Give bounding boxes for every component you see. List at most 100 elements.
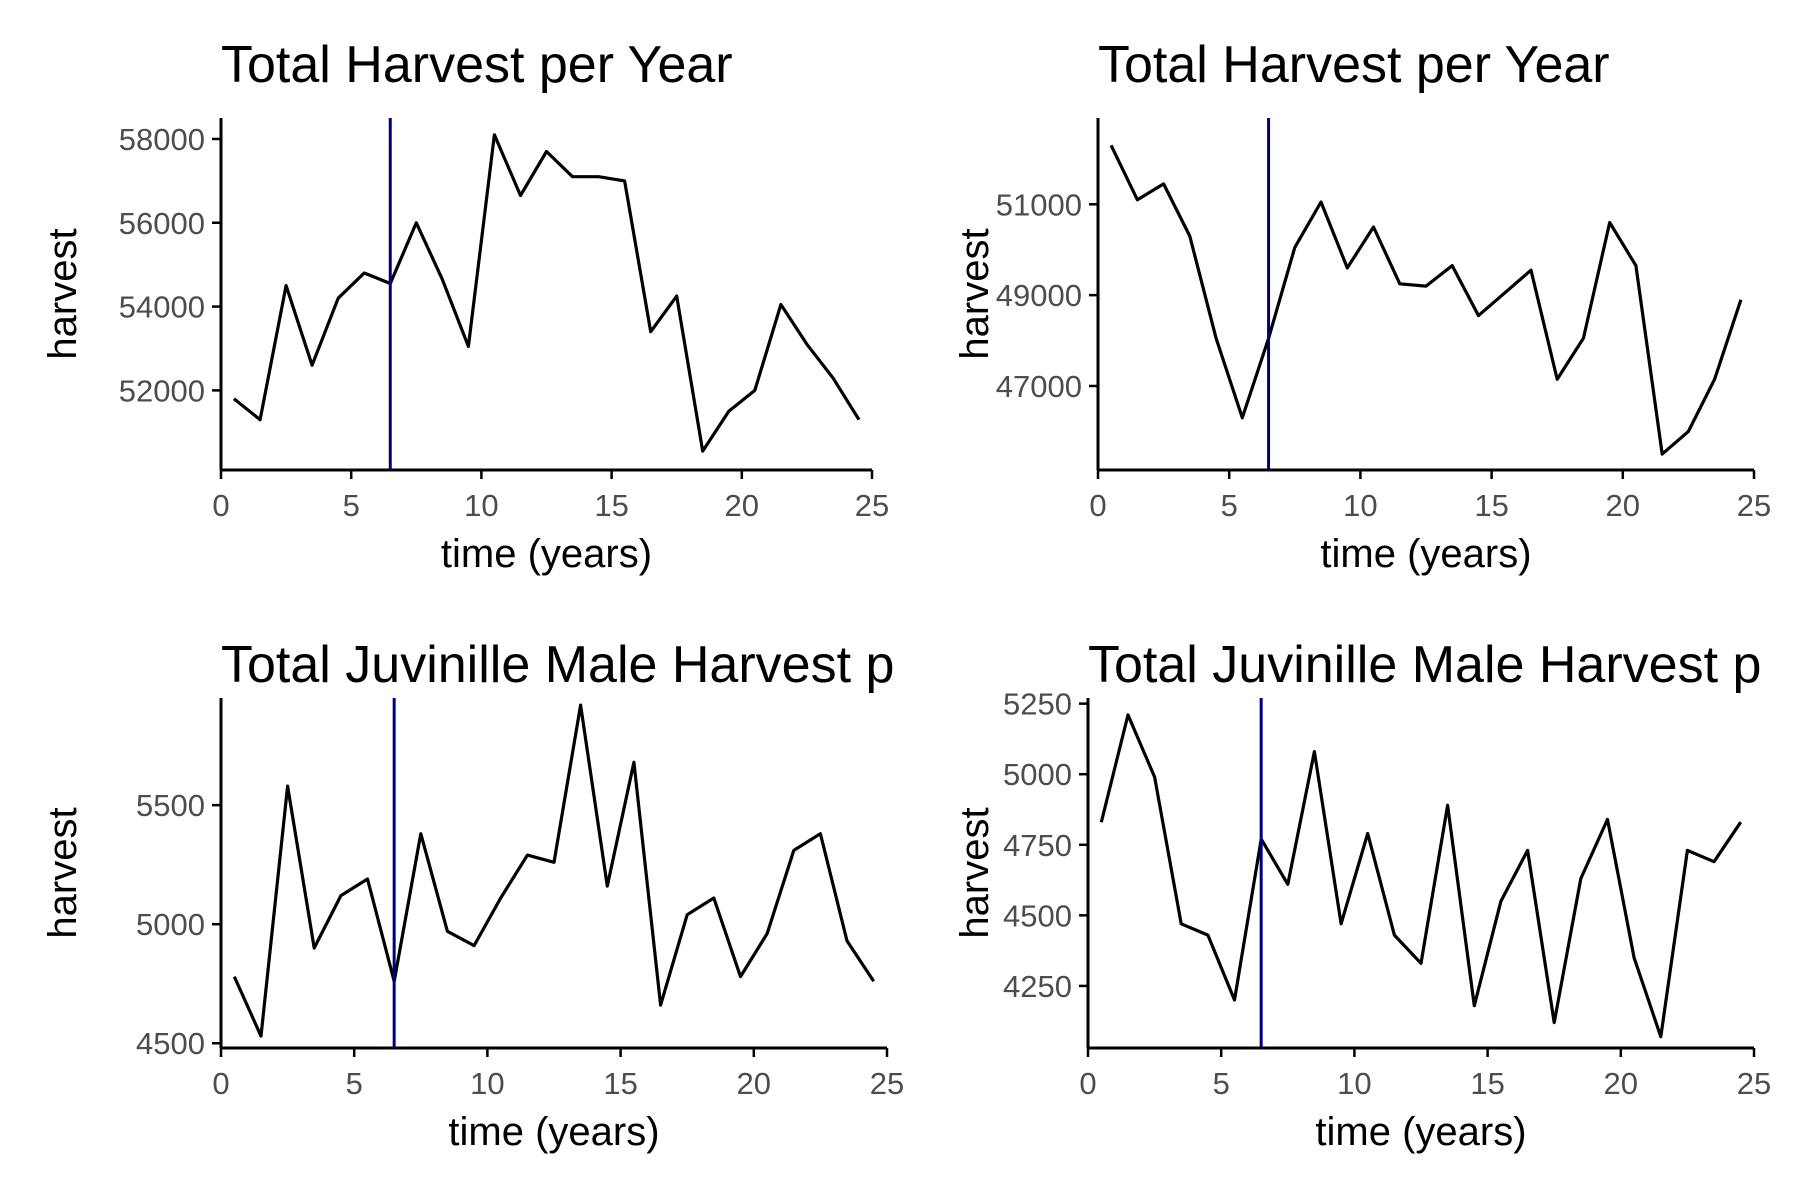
y-tick-label: 5000: [1003, 757, 1072, 792]
data-point: [659, 1004, 661, 1006]
data-point: [1420, 962, 1422, 964]
data-point: [606, 885, 608, 887]
data-point: [519, 194, 521, 196]
data-point: [754, 389, 756, 391]
data-point: [1180, 923, 1182, 925]
data-point: [285, 284, 287, 286]
chart-svg-4: Total Juvinille Male Harvest p 0 5 10 15 20 25…: [953, 636, 1771, 1154]
data-point: [686, 913, 688, 915]
data-point: [340, 894, 342, 896]
x-axis-label: time (years): [1315, 1110, 1526, 1154]
data-point: [1526, 849, 1528, 851]
data-point: [1635, 264, 1637, 266]
x-axis-label: time (years): [441, 532, 652, 576]
data-point: [1110, 144, 1112, 146]
y-axis-label: harvest: [41, 228, 85, 359]
data-point: [1189, 235, 1191, 237]
data-point: [473, 944, 475, 946]
data-point: [233, 975, 235, 977]
data-point: [366, 878, 368, 880]
data-point: [337, 297, 339, 299]
x-tick-label: 15: [1470, 1066, 1504, 1101]
chart-panel-4: Total Juvinille Male Harvest p 0 5 10 15 20 25…: [912, 600, 1800, 1200]
x-tick-label: 5: [346, 1066, 363, 1101]
data-point: [1713, 378, 1715, 380]
data-point: [702, 450, 704, 452]
y-axis-label: harvest: [953, 807, 997, 938]
series-line: [232, 703, 876, 1038]
data-point: [739, 975, 741, 977]
data-point: [1346, 267, 1348, 269]
data-point: [363, 272, 365, 274]
data-point: [858, 419, 860, 421]
data-point: [1127, 714, 1129, 716]
x-tick-label: 15: [594, 488, 628, 523]
data-point: [832, 377, 834, 379]
data-point: [1473, 1004, 1475, 1006]
x-tick-label: 25: [870, 1066, 904, 1101]
x-tick-label: 15: [1474, 488, 1508, 523]
data-point: [526, 854, 528, 856]
chart-svg-3: Total Juvinille Male Harvest p 0 5 10 15 20 25…: [41, 636, 904, 1154]
data-point: [1477, 314, 1479, 316]
data-point: [545, 150, 547, 152]
chart-svg-1: Total Harvest per Year 0 5 10 15 20 25 52000 540…: [41, 36, 889, 576]
data-point: [806, 343, 808, 345]
data-point: [286, 785, 288, 787]
x-tick-label: 20: [737, 1066, 771, 1101]
data-point: [1500, 900, 1502, 902]
data-point: [633, 761, 635, 763]
x-tick-label: 0: [212, 488, 229, 523]
chart-title: Total Juvinille Male Harvest p: [1088, 636, 1761, 694]
data-point: [1393, 934, 1395, 936]
y-tick-label: 4750: [1003, 828, 1072, 863]
data-point: [1136, 199, 1138, 201]
y-tick-label: 52000: [119, 373, 205, 408]
chart-panel-3: Total Juvinille Male Harvest p 0 5 10 15 20 25…: [0, 600, 912, 1200]
x-tick-label: 0: [1079, 1066, 1096, 1101]
data-point: [1606, 818, 1608, 820]
data-point: [415, 222, 417, 224]
data-point: [579, 704, 581, 706]
data-point: [1287, 883, 1289, 885]
data-point: [1367, 832, 1369, 834]
data-point: [1162, 183, 1164, 185]
x-tick-label: 25: [855, 488, 889, 523]
x-tick-label: 10: [470, 1066, 504, 1101]
chart-panel-1: Total Harvest per Year 0 5 10 15 20 25 52000 540…: [0, 0, 912, 600]
data-point: [597, 175, 599, 177]
data-point: [1713, 861, 1715, 863]
x-tick-label: 25: [1737, 1066, 1771, 1101]
y-tick-label: 4500: [1003, 898, 1072, 933]
data-point: [1660, 1036, 1662, 1038]
y-tick-label: 56000: [119, 206, 205, 241]
data-point: [1100, 821, 1102, 823]
data-point: [311, 364, 313, 366]
y-tick-label: 58000: [119, 122, 205, 157]
x-tick-label: 10: [464, 488, 498, 523]
data-point: [1739, 821, 1741, 823]
data-point: [1740, 298, 1742, 300]
chart-title: Total Juvinille Male Harvest p: [221, 636, 894, 694]
x-tick-label: 20: [725, 488, 759, 523]
data-point: [1313, 750, 1315, 752]
data-point: [1446, 804, 1448, 806]
data-point: [623, 180, 625, 182]
data-point: [420, 833, 422, 835]
x-tick-label: 15: [603, 1066, 637, 1101]
y-tick-label: 49000: [996, 278, 1082, 313]
y-tick-label: 5500: [136, 788, 205, 823]
data-point: [1241, 417, 1243, 419]
data-point: [1372, 226, 1374, 228]
data-point: [493, 134, 495, 136]
y-axis-label: harvest: [41, 807, 85, 938]
x-axis-label: time (years): [1320, 532, 1531, 576]
x-tick-label: 0: [212, 1066, 229, 1101]
y-tick-label: 51000: [996, 187, 1082, 222]
y-tick-label: 54000: [119, 290, 205, 325]
data-point: [1233, 999, 1235, 1001]
x-tick-label: 5: [1221, 488, 1238, 523]
x-tick-label: 10: [1343, 488, 1377, 523]
data-point: [1687, 430, 1689, 432]
